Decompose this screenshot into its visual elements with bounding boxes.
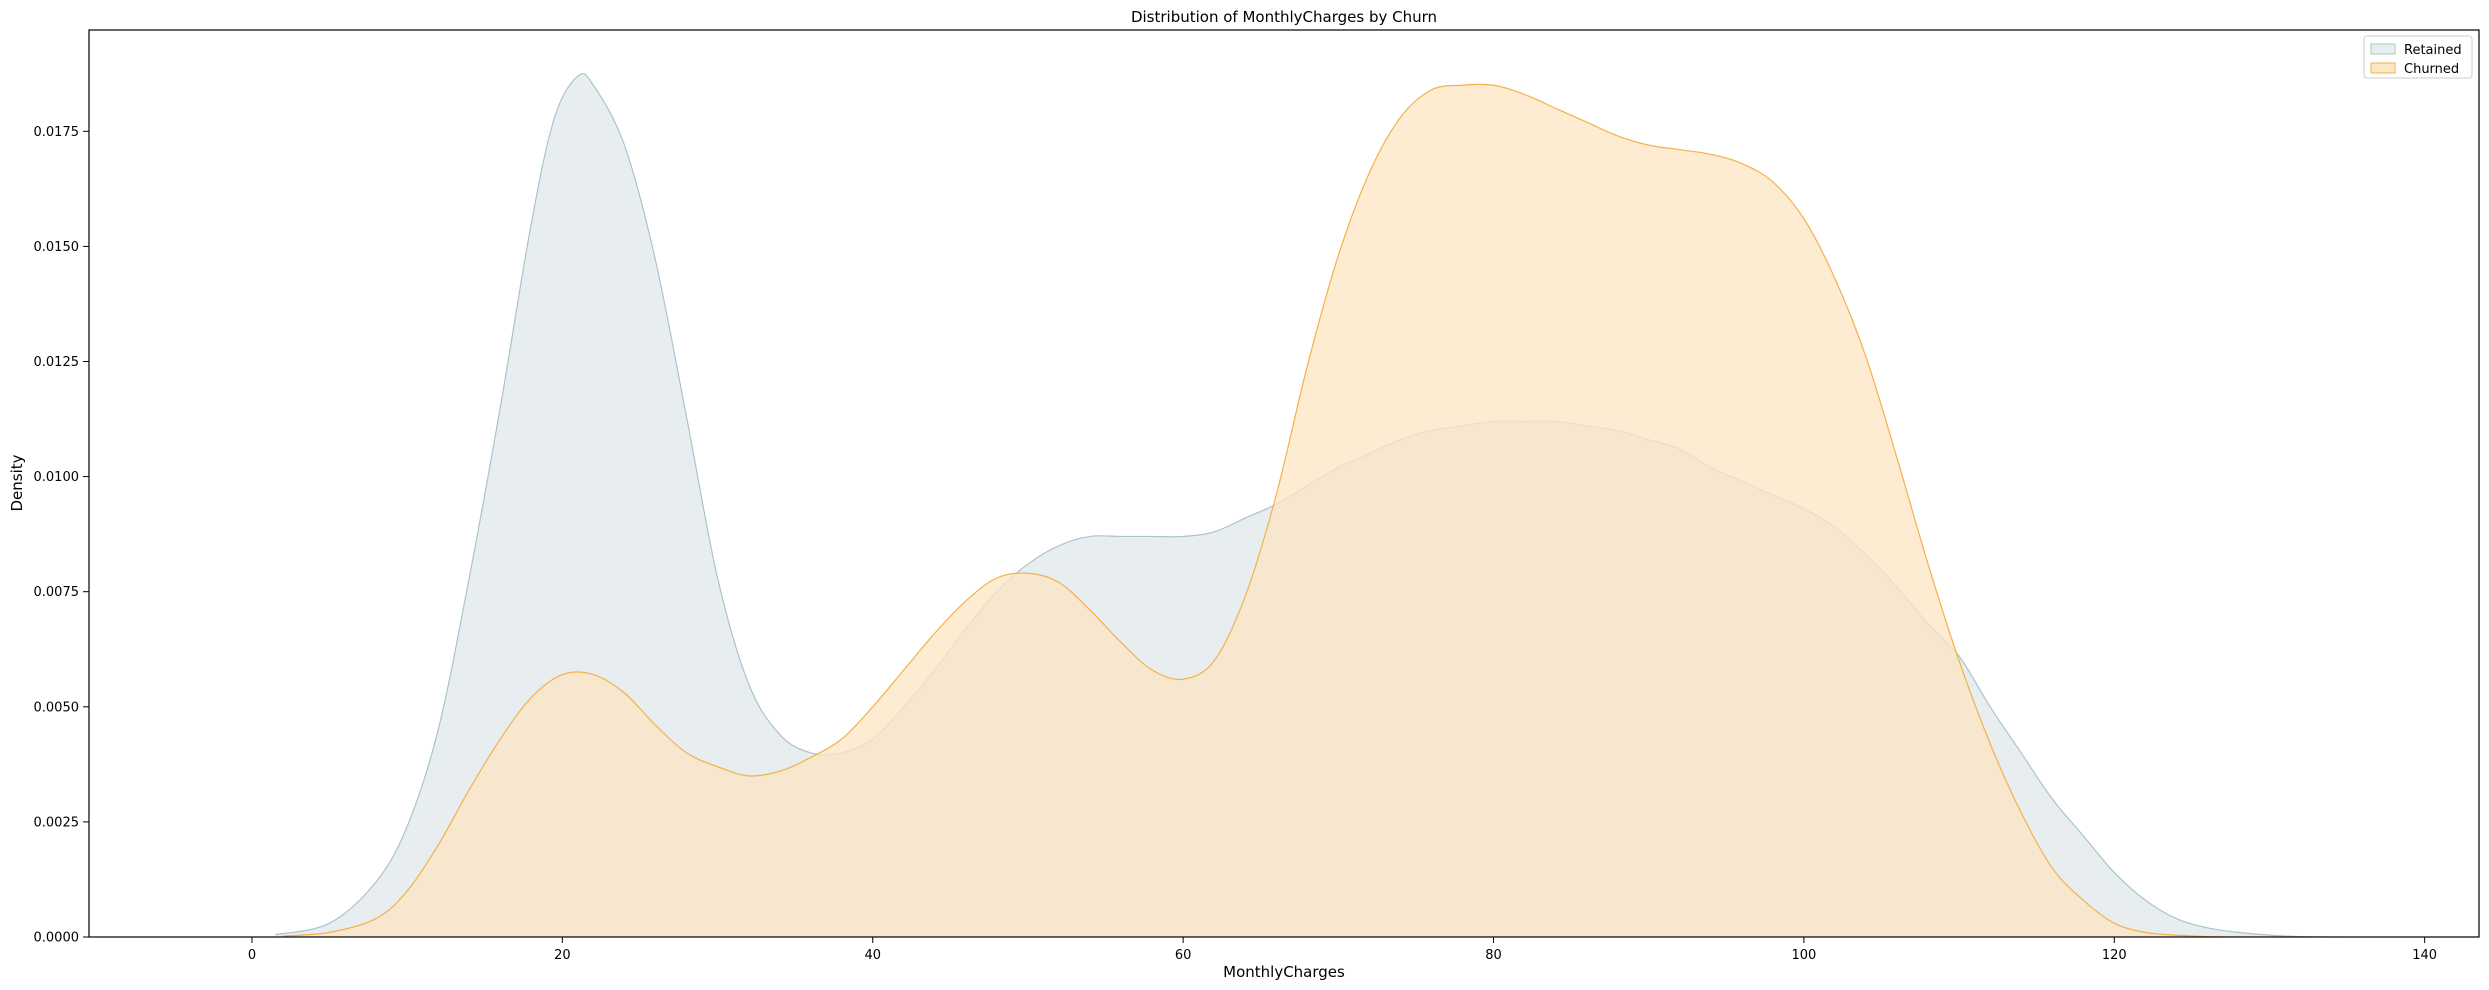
x-tick-label: 120 [2102, 948, 2127, 963]
y-tick-label: 0.0050 [34, 700, 80, 715]
legend-swatch-churned [2370, 62, 2396, 74]
y-tick-label: 0.0125 [34, 355, 80, 370]
series-churned-area [282, 84, 2301, 937]
x-tick-label: 40 [864, 948, 881, 963]
y-tick-label: 0.0175 [34, 125, 80, 140]
x-tick-label: 60 [1175, 948, 1192, 963]
legend-label-churned: Churned [2404, 62, 2459, 77]
y-tick-label: 0.0000 [34, 931, 80, 946]
series-churned-line [282, 83, 2301, 937]
x-tick-label: 0 [248, 948, 256, 963]
y-tick-label: 0.0075 [34, 585, 80, 600]
series-retained-line [275, 72, 2348, 937]
y-tick-label: 0.0150 [34, 240, 80, 255]
x-tick-label: 140 [2412, 948, 2437, 963]
legend: Retained Churned [2363, 35, 2473, 79]
x-tick-label: 100 [1791, 948, 1816, 963]
plot-frame [88, 29, 2480, 938]
legend-swatch-retained [2370, 43, 2396, 55]
x-tick-label: 80 [1485, 948, 1502, 963]
y-tick-label: 0.0025 [34, 815, 80, 830]
chart-title: Distribution of MonthlyCharges by Churn [1131, 8, 1437, 26]
legend-label-retained: Retained [2404, 43, 2462, 58]
x-tick-label: 20 [554, 948, 571, 963]
y-axis-label: Density [8, 454, 26, 511]
x-axis-label: MonthlyCharges [1223, 963, 1345, 981]
y-tick-label: 0.0100 [34, 470, 80, 485]
